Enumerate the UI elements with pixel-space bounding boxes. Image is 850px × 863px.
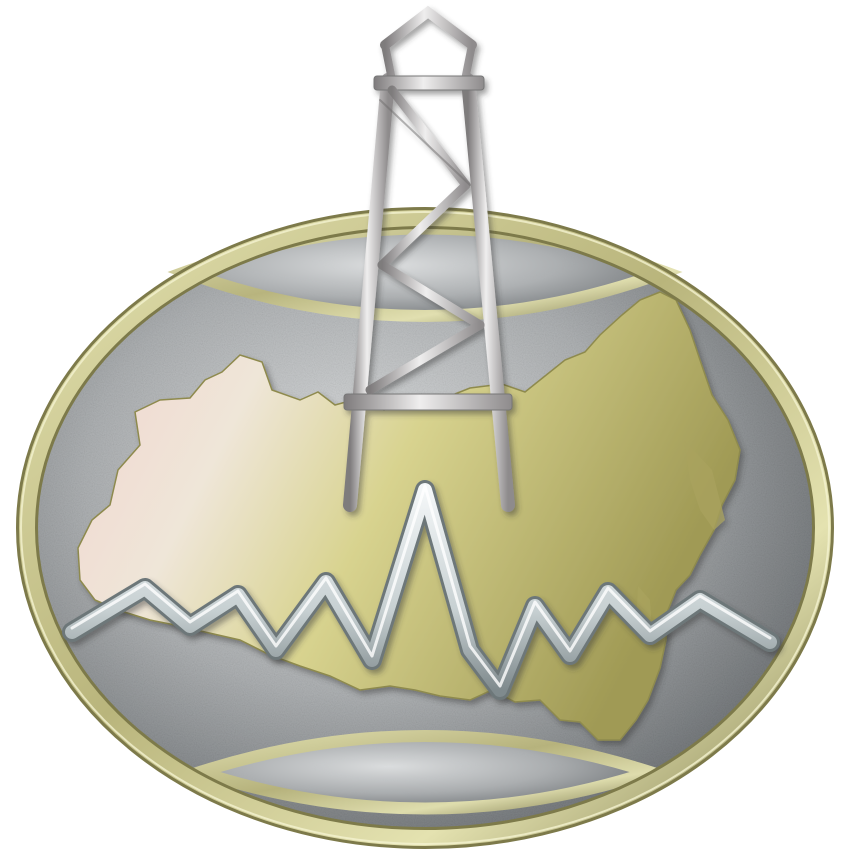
- seismic-wave-line: [62, 480, 780, 700]
- oil-derrick-icon: [343, 5, 515, 512]
